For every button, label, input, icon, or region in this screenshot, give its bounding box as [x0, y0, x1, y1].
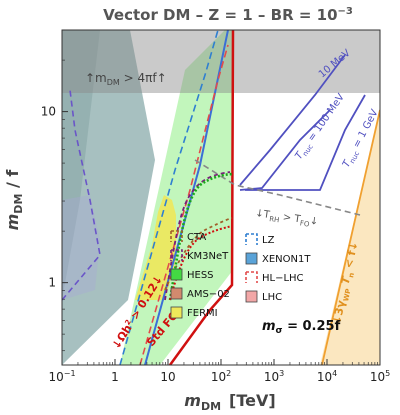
legend-label: KM3NeT [187, 251, 229, 262]
excluded-region-left [62, 30, 155, 365]
y-axis-ticks: 1 10 [41, 29, 68, 352]
perturbativity-label: ↑mDM > 4πf↑ [85, 71, 167, 87]
x-tick-label: 1 [111, 370, 119, 384]
legend-label: LHC [262, 292, 282, 303]
x-tick-label: 102 [211, 369, 231, 384]
x-tick-label: 103 [264, 369, 284, 384]
legend-item: XENON1T [245, 252, 311, 265]
legend-label: FERMI [187, 308, 218, 319]
x-tick-label: 104 [317, 369, 337, 384]
legend-label: LZ [262, 235, 275, 246]
legend-item: HESS [170, 268, 214, 281]
trh-label: ↓TRH > TFO↓ [254, 208, 319, 230]
legend-item: HL−LHC [245, 271, 304, 284]
legend: CTA KM3NeT HESS AMS−02 FERMI LZ XENON1T HL−LHC L… [170, 230, 311, 319]
y-tick-label: 1 [48, 276, 56, 290]
trh-line [194, 159, 361, 216]
legend-label: HL−LHC [262, 273, 304, 284]
legend-label: AMS−02 [187, 289, 230, 300]
cta-line [164, 217, 233, 291]
lhc-boundary [168, 30, 235, 365]
legend-swatch [245, 252, 258, 265]
legend-swatch [245, 290, 258, 303]
x-tick-label: 10−1 [48, 369, 75, 384]
green-dotted-line [168, 172, 233, 301]
tnuc-10mev-line [239, 54, 346, 186]
km3net-line [164, 171, 231, 301]
legend-swatch [171, 249, 183, 261]
chart-title: Vector DM – Z = 1 – BR = 10−3 [103, 6, 353, 24]
legend-item: CTA [170, 230, 206, 243]
legend-swatch [171, 230, 183, 242]
purple-left-contour [62, 89, 101, 301]
x-axis-ticks: 10−1 1 10 102 103 104 105 [48, 359, 390, 384]
legend-item: LZ [245, 233, 275, 246]
legend-swatch [170, 287, 183, 300]
gamma-wp-label: ↓3γWP Tn < f↓ [330, 240, 362, 326]
hllhc-line [139, 44, 229, 365]
x-axis-label: mDM [TeV] [184, 391, 275, 413]
lavender-region [62, 195, 100, 300]
legend-item: FERMI [170, 306, 218, 319]
x-tick-label: 105 [370, 369, 390, 384]
x-tick-label: 10 [160, 370, 175, 384]
legend-label: XENON1T [262, 254, 311, 265]
y-tick-label: 10 [41, 105, 56, 119]
legend-label: HESS [187, 270, 214, 281]
legend-swatch [170, 306, 183, 319]
gamma-wp-line [321, 109, 380, 365]
legend-item: AMS−02 [170, 287, 230, 300]
legend-item: LHC [245, 290, 282, 303]
lz-line [119, 30, 219, 365]
legend-swatch [246, 271, 258, 283]
legend-item: KM3NeT [170, 249, 229, 262]
y-axis-label: mDM / f [3, 169, 25, 231]
tnuc-1gev-line [245, 94, 366, 191]
legend-swatch [170, 268, 183, 281]
legend-label: CTA [187, 232, 206, 243]
legend-swatch [246, 233, 258, 245]
m-sigma-label: mσ = 0.25f [262, 319, 341, 336]
